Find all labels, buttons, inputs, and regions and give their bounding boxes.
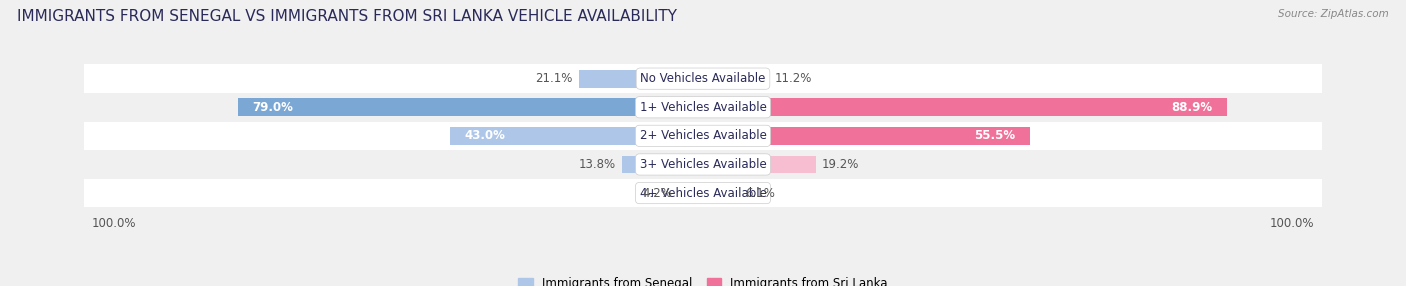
Bar [55, 179, 1351, 207]
Bar [238, 98, 703, 116]
Bar [703, 184, 740, 202]
Bar [703, 70, 769, 88]
Text: No Vehicles Available: No Vehicles Available [640, 72, 766, 85]
Bar [450, 127, 703, 145]
Text: 55.5%: 55.5% [974, 129, 1015, 142]
Text: Source: ZipAtlas.com: Source: ZipAtlas.com [1278, 9, 1389, 19]
Bar [703, 98, 1227, 116]
Text: 2+ Vehicles Available: 2+ Vehicles Available [640, 129, 766, 142]
Text: 79.0%: 79.0% [252, 101, 294, 114]
Bar [703, 127, 1031, 145]
Text: 13.8%: 13.8% [579, 158, 616, 171]
Bar [579, 70, 703, 88]
Bar [621, 156, 703, 173]
Bar [678, 184, 703, 202]
Text: 43.0%: 43.0% [464, 129, 505, 142]
Text: 21.1%: 21.1% [536, 72, 572, 85]
Text: 6.1%: 6.1% [745, 186, 775, 200]
Bar [55, 64, 1351, 93]
Bar [55, 93, 1351, 122]
Bar [55, 150, 1351, 179]
Text: 4.2%: 4.2% [643, 186, 672, 200]
Text: 3+ Vehicles Available: 3+ Vehicles Available [640, 158, 766, 171]
Text: 88.9%: 88.9% [1171, 101, 1212, 114]
Legend: Immigrants from Senegal, Immigrants from Sri Lanka: Immigrants from Senegal, Immigrants from… [513, 273, 893, 286]
Bar [703, 156, 815, 173]
Text: 19.2%: 19.2% [823, 158, 859, 171]
Bar [55, 122, 1351, 150]
Text: IMMIGRANTS FROM SENEGAL VS IMMIGRANTS FROM SRI LANKA VEHICLE AVAILABILITY: IMMIGRANTS FROM SENEGAL VS IMMIGRANTS FR… [17, 9, 676, 23]
Text: 11.2%: 11.2% [775, 72, 813, 85]
Text: 1+ Vehicles Available: 1+ Vehicles Available [640, 101, 766, 114]
Text: 4+ Vehicles Available: 4+ Vehicles Available [640, 186, 766, 200]
